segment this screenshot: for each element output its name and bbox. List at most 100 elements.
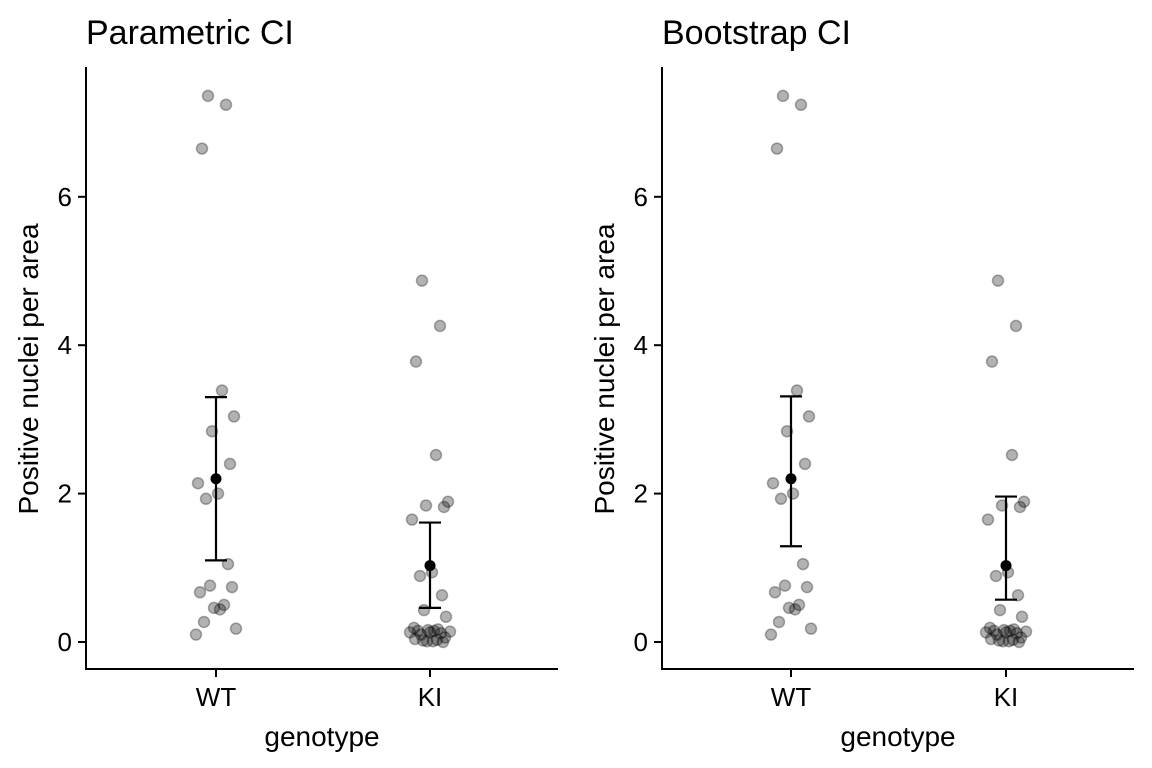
data-point xyxy=(223,457,237,471)
mean-point xyxy=(1000,560,1012,572)
data-point xyxy=(429,448,443,462)
data-point xyxy=(405,513,419,526)
data-point xyxy=(414,628,428,641)
data-point xyxy=(416,634,430,647)
data-point xyxy=(411,624,425,638)
y-axis-title: Positive nuclei per area xyxy=(589,223,620,514)
data-point xyxy=(434,626,448,640)
y-tick-label: 2 xyxy=(634,479,648,509)
data-point xyxy=(407,621,421,635)
data-point xyxy=(219,98,233,112)
y-tick-label: 0 xyxy=(634,627,648,657)
data-point xyxy=(766,476,780,490)
data-point xyxy=(790,384,804,397)
data-point xyxy=(990,628,1004,641)
data-point xyxy=(413,569,427,583)
y-tick-label: 4 xyxy=(58,330,72,360)
data-point xyxy=(1014,631,1028,644)
x-axis-title: genotype xyxy=(264,721,379,752)
data-point xyxy=(229,622,243,635)
data-point xyxy=(211,487,225,500)
y-axis-title: Positive nuclei per area xyxy=(13,223,44,514)
data-point xyxy=(786,487,800,500)
data-point xyxy=(1010,626,1024,640)
data-point xyxy=(983,621,997,635)
data-point xyxy=(987,624,1001,638)
mean-point xyxy=(424,560,436,572)
data-point xyxy=(770,142,784,155)
data-point xyxy=(996,635,1010,648)
panel-bootstrap: Bootstrap CI Positive nuclei per area ge… xyxy=(589,14,1134,752)
data-point xyxy=(437,500,451,514)
data-point xyxy=(1006,633,1020,647)
data-point xyxy=(800,580,814,594)
mean-point xyxy=(785,473,797,485)
data-point xyxy=(999,626,1013,639)
data-point xyxy=(796,557,810,571)
data-point xyxy=(433,319,447,333)
data-point xyxy=(189,628,203,641)
data-point xyxy=(403,626,417,639)
data-point xyxy=(776,89,790,103)
data-point xyxy=(201,89,215,103)
data-point xyxy=(989,569,1003,583)
data-point xyxy=(993,603,1007,617)
data-point xyxy=(443,625,457,638)
data-point xyxy=(199,492,213,506)
data-point xyxy=(794,98,808,112)
data-point xyxy=(441,495,455,509)
data-point xyxy=(207,601,221,615)
data-point xyxy=(193,586,207,599)
data-point xyxy=(782,601,796,615)
data-point xyxy=(768,586,782,599)
data-point xyxy=(408,632,422,646)
data-point xyxy=(1005,448,1019,462)
data-point xyxy=(427,624,441,638)
data-point xyxy=(764,628,778,641)
data-point xyxy=(435,589,449,602)
x-tick-label: KI xyxy=(418,682,443,712)
data-point xyxy=(213,603,227,616)
data-point xyxy=(409,355,423,368)
y-tick-label: 4 xyxy=(634,330,648,360)
data-point xyxy=(421,623,435,637)
data-point xyxy=(997,623,1011,637)
data-point xyxy=(981,513,995,526)
data-point xyxy=(197,615,211,629)
data-point xyxy=(1017,495,1031,509)
data-point xyxy=(774,492,788,506)
data-point xyxy=(979,626,993,639)
data-point xyxy=(985,355,999,368)
data-point xyxy=(227,410,241,423)
x-tick-label: WT xyxy=(771,682,812,712)
x-tick-label: WT xyxy=(196,682,237,712)
data-point xyxy=(792,598,806,612)
data-point xyxy=(1013,500,1027,514)
data-point xyxy=(430,633,444,647)
x-tick-label: KI xyxy=(994,682,1019,712)
y-tick-label: 6 xyxy=(634,182,648,212)
data-point xyxy=(436,635,450,649)
panel-title: Parametric CI xyxy=(86,14,294,52)
y-tick-label: 2 xyxy=(58,479,72,509)
data-point xyxy=(1011,589,1025,602)
data-point xyxy=(420,635,434,648)
panel-parametric: Parametric CI Positive nuclei per area g… xyxy=(13,14,558,752)
panel-title: Bootstrap CI xyxy=(662,14,851,52)
data-point xyxy=(992,634,1006,647)
data-point xyxy=(191,476,205,490)
data-point xyxy=(1007,623,1021,636)
x-axis-title: genotype xyxy=(840,721,955,752)
data-point xyxy=(1019,625,1033,638)
data-point xyxy=(205,425,219,438)
data-point xyxy=(984,632,998,646)
y-tick-label: 6 xyxy=(58,182,72,212)
data-point xyxy=(419,499,433,512)
data-point xyxy=(995,499,1009,512)
data-point xyxy=(991,274,1005,287)
data-point xyxy=(423,626,437,639)
data-point xyxy=(431,623,445,636)
data-point xyxy=(788,603,802,616)
data-point xyxy=(426,635,440,648)
data-point xyxy=(802,410,816,423)
